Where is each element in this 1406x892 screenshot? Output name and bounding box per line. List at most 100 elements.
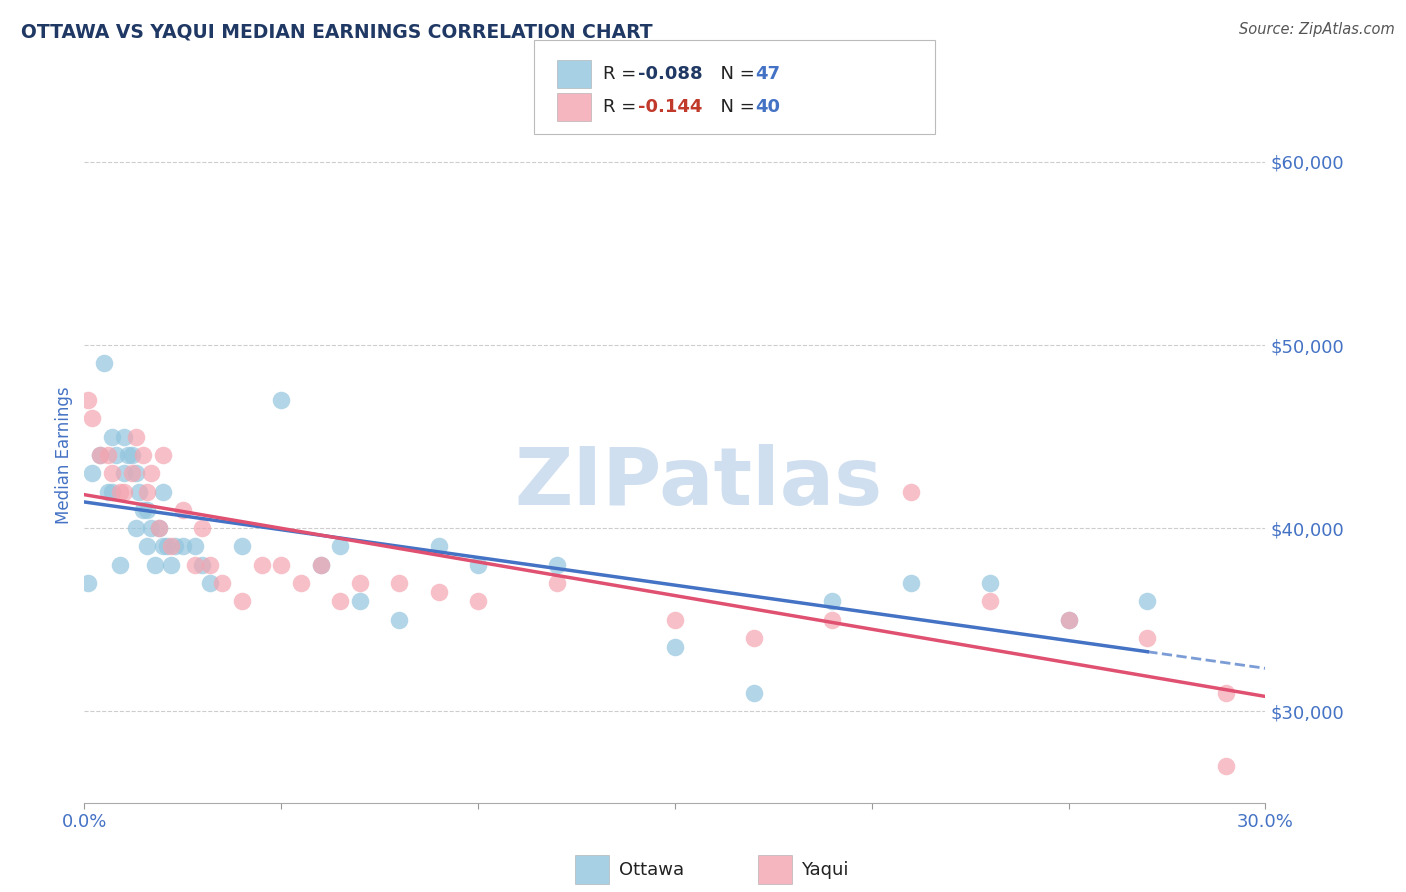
- Point: [101, 429, 124, 443]
- Point: [136, 503, 159, 517]
- Point: [1057, 613, 1080, 627]
- Point: [112, 467, 135, 481]
- Point: [172, 540, 194, 554]
- Point: [821, 613, 844, 627]
- Point: [329, 594, 352, 608]
- Point: [148, 521, 170, 535]
- Text: Source: ZipAtlas.com: Source: ZipAtlas.com: [1239, 22, 1395, 37]
- Y-axis label: Median Earnings: Median Earnings: [55, 386, 73, 524]
- Point: [349, 594, 371, 608]
- Point: [183, 558, 205, 572]
- Point: [250, 558, 273, 572]
- Point: [200, 558, 222, 572]
- Point: [132, 503, 155, 517]
- Point: [979, 594, 1001, 608]
- Point: [136, 484, 159, 499]
- Point: [82, 411, 104, 425]
- Point: [77, 392, 100, 407]
- Point: [77, 576, 100, 591]
- Point: [183, 540, 205, 554]
- Point: [143, 558, 166, 572]
- Point: [97, 448, 120, 462]
- Point: [546, 576, 568, 591]
- Point: [467, 558, 489, 572]
- Point: [160, 540, 183, 554]
- Text: Ottawa: Ottawa: [619, 861, 683, 879]
- Text: ZIPatlas: ZIPatlas: [515, 443, 883, 522]
- Point: [1057, 613, 1080, 627]
- Point: [309, 558, 332, 572]
- Point: [270, 558, 292, 572]
- Point: [309, 558, 332, 572]
- Point: [1136, 594, 1159, 608]
- Point: [82, 467, 104, 481]
- Point: [97, 484, 120, 499]
- Point: [101, 484, 124, 499]
- Point: [148, 521, 170, 535]
- Text: 47: 47: [755, 65, 780, 83]
- Point: [141, 467, 163, 481]
- Text: -0.144: -0.144: [638, 98, 703, 116]
- Point: [546, 558, 568, 572]
- Point: [89, 448, 111, 462]
- Point: [117, 448, 139, 462]
- Point: [89, 448, 111, 462]
- Point: [231, 594, 253, 608]
- Point: [124, 429, 146, 443]
- Point: [664, 640, 686, 655]
- Point: [270, 392, 292, 407]
- Text: R =: R =: [603, 98, 643, 116]
- Point: [152, 484, 174, 499]
- Point: [163, 540, 186, 554]
- Point: [742, 631, 765, 645]
- Point: [979, 576, 1001, 591]
- Point: [427, 540, 450, 554]
- Point: [388, 613, 411, 627]
- Point: [290, 576, 312, 591]
- Point: [1136, 631, 1159, 645]
- Point: [821, 594, 844, 608]
- Point: [152, 448, 174, 462]
- Point: [349, 576, 371, 591]
- Text: R =: R =: [603, 65, 643, 83]
- Point: [742, 686, 765, 700]
- Point: [128, 484, 150, 499]
- Point: [200, 576, 222, 591]
- Point: [329, 540, 352, 554]
- Text: Yaqui: Yaqui: [801, 861, 849, 879]
- Point: [93, 356, 115, 370]
- Point: [191, 558, 214, 572]
- Point: [1215, 759, 1237, 773]
- Point: [388, 576, 411, 591]
- Point: [231, 540, 253, 554]
- Text: OTTAWA VS YAQUI MEDIAN EARNINGS CORRELATION CHART: OTTAWA VS YAQUI MEDIAN EARNINGS CORRELAT…: [21, 22, 652, 41]
- Point: [108, 558, 131, 572]
- Point: [427, 585, 450, 599]
- Point: [121, 448, 143, 462]
- Point: [136, 540, 159, 554]
- Point: [132, 448, 155, 462]
- Point: [172, 503, 194, 517]
- Point: [112, 484, 135, 499]
- Point: [191, 521, 214, 535]
- Text: N =: N =: [709, 65, 761, 83]
- Point: [160, 558, 183, 572]
- Point: [211, 576, 233, 591]
- Point: [141, 521, 163, 535]
- Text: N =: N =: [709, 98, 761, 116]
- Point: [124, 467, 146, 481]
- Point: [156, 540, 179, 554]
- Point: [121, 467, 143, 481]
- Point: [664, 613, 686, 627]
- Point: [124, 521, 146, 535]
- Point: [104, 448, 127, 462]
- Point: [108, 484, 131, 499]
- Text: -0.088: -0.088: [638, 65, 703, 83]
- Point: [467, 594, 489, 608]
- Point: [112, 429, 135, 443]
- Point: [101, 467, 124, 481]
- Point: [152, 540, 174, 554]
- Point: [900, 576, 922, 591]
- Point: [1215, 686, 1237, 700]
- Text: 40: 40: [755, 98, 780, 116]
